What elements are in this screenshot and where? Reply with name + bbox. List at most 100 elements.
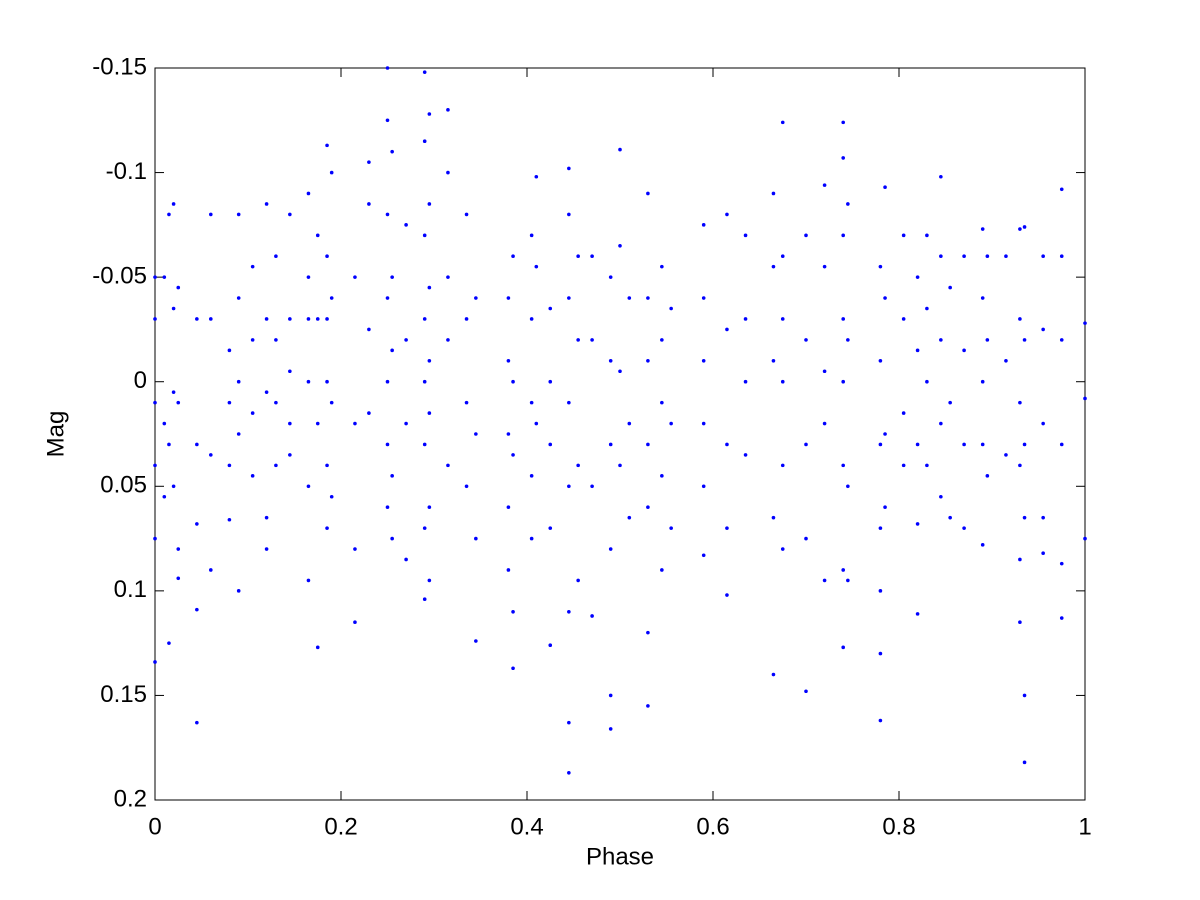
point (404, 338, 408, 342)
point (743, 379, 748, 384)
point (608, 275, 613, 279)
point (353, 547, 357, 551)
point (325, 143, 329, 148)
point (804, 338, 808, 342)
point (162, 494, 167, 499)
point (227, 517, 232, 522)
point (306, 578, 311, 583)
point (878, 442, 883, 447)
point (985, 254, 990, 259)
plot-frame (154, 67, 1086, 801)
point (1059, 442, 1064, 447)
point (701, 359, 706, 363)
point (1004, 254, 1008, 259)
point (567, 609, 571, 614)
point (390, 149, 394, 154)
point (464, 317, 469, 321)
point (427, 202, 432, 206)
point (743, 317, 748, 321)
point (153, 660, 157, 664)
point (195, 442, 199, 447)
point (474, 432, 478, 436)
point (939, 421, 943, 426)
point (1041, 327, 1045, 332)
point (948, 285, 952, 290)
point (1083, 321, 1087, 325)
point (264, 202, 269, 206)
point (274, 400, 278, 405)
point (171, 202, 176, 206)
point (627, 296, 632, 300)
point (446, 463, 450, 468)
point (274, 463, 278, 468)
point (236, 432, 241, 436)
point (883, 185, 887, 190)
point (618, 369, 622, 374)
point (511, 453, 515, 457)
point (576, 463, 580, 468)
point (1004, 453, 1008, 457)
x-tick-label: 0.8 (882, 813, 915, 840)
point (1018, 620, 1022, 625)
point (390, 348, 394, 353)
point (176, 576, 181, 581)
point (153, 317, 157, 321)
point (422, 526, 427, 530)
point (315, 421, 320, 426)
point (162, 275, 167, 279)
point (669, 526, 673, 530)
point (367, 202, 371, 206)
point (390, 536, 394, 541)
point (646, 296, 650, 300)
point (306, 191, 311, 196)
point (660, 474, 664, 478)
point (780, 547, 785, 551)
point (529, 317, 534, 321)
point (669, 421, 673, 426)
point (288, 453, 292, 457)
point (780, 463, 785, 468)
point (915, 442, 920, 447)
point (618, 243, 622, 248)
point (446, 338, 450, 342)
point (804, 442, 808, 447)
point (771, 264, 776, 269)
point (771, 515, 776, 520)
point (925, 233, 929, 238)
point (701, 484, 706, 489)
point (264, 515, 269, 520)
point (474, 296, 478, 300)
point (1022, 338, 1027, 342)
point (506, 296, 511, 300)
point (980, 543, 985, 547)
point (701, 296, 706, 300)
point (985, 474, 990, 478)
point (390, 275, 394, 279)
point (153, 275, 157, 279)
point (962, 526, 966, 530)
point (422, 233, 427, 238)
point (567, 720, 571, 725)
point (939, 174, 943, 179)
point (325, 526, 329, 530)
point (1059, 187, 1064, 192)
point (329, 494, 334, 499)
point (385, 66, 390, 70)
point (325, 254, 329, 259)
point (250, 474, 255, 478)
x-axis-label: Phase (586, 843, 654, 870)
point (315, 317, 320, 321)
point (883, 505, 887, 510)
point (385, 212, 390, 217)
point (209, 568, 213, 572)
point (153, 463, 157, 468)
point (701, 421, 706, 426)
point (329, 170, 334, 175)
x-tick-label: 0.6 (696, 813, 729, 840)
point (660, 400, 664, 405)
point (1083, 396, 1087, 401)
point (743, 233, 748, 238)
point (576, 578, 580, 583)
point (422, 70, 427, 74)
